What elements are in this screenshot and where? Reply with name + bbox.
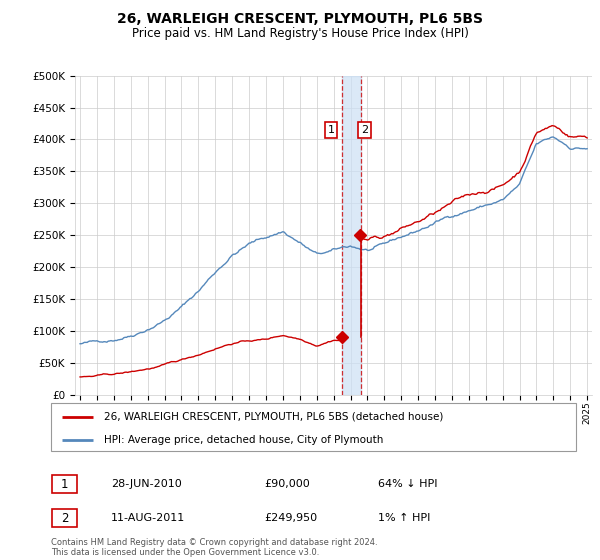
FancyBboxPatch shape (52, 509, 77, 527)
Text: 26, WARLEIGH CRESCENT, PLYMOUTH, PL6 5BS (detached house): 26, WARLEIGH CRESCENT, PLYMOUTH, PL6 5BS… (104, 412, 443, 422)
FancyBboxPatch shape (52, 475, 77, 493)
Text: 1% ↑ HPI: 1% ↑ HPI (378, 513, 430, 523)
Text: 2: 2 (361, 125, 368, 135)
Text: 1: 1 (328, 125, 334, 135)
Text: Contains HM Land Registry data © Crown copyright and database right 2024.
This d: Contains HM Land Registry data © Crown c… (51, 538, 377, 557)
Text: £90,000: £90,000 (264, 479, 310, 489)
Text: 2: 2 (61, 511, 68, 525)
Text: 11-AUG-2011: 11-AUG-2011 (111, 513, 185, 523)
Text: 64% ↓ HPI: 64% ↓ HPI (378, 479, 437, 489)
Text: HPI: Average price, detached house, City of Plymouth: HPI: Average price, detached house, City… (104, 435, 383, 445)
Text: £249,950: £249,950 (264, 513, 317, 523)
FancyBboxPatch shape (51, 403, 576, 451)
Text: 26, WARLEIGH CRESCENT, PLYMOUTH, PL6 5BS: 26, WARLEIGH CRESCENT, PLYMOUTH, PL6 5BS (117, 12, 483, 26)
Text: 28-JUN-2010: 28-JUN-2010 (111, 479, 182, 489)
Bar (342, 76, 361, 395)
Text: 1: 1 (61, 478, 68, 491)
Text: Price paid vs. HM Land Registry's House Price Index (HPI): Price paid vs. HM Land Registry's House … (131, 27, 469, 40)
